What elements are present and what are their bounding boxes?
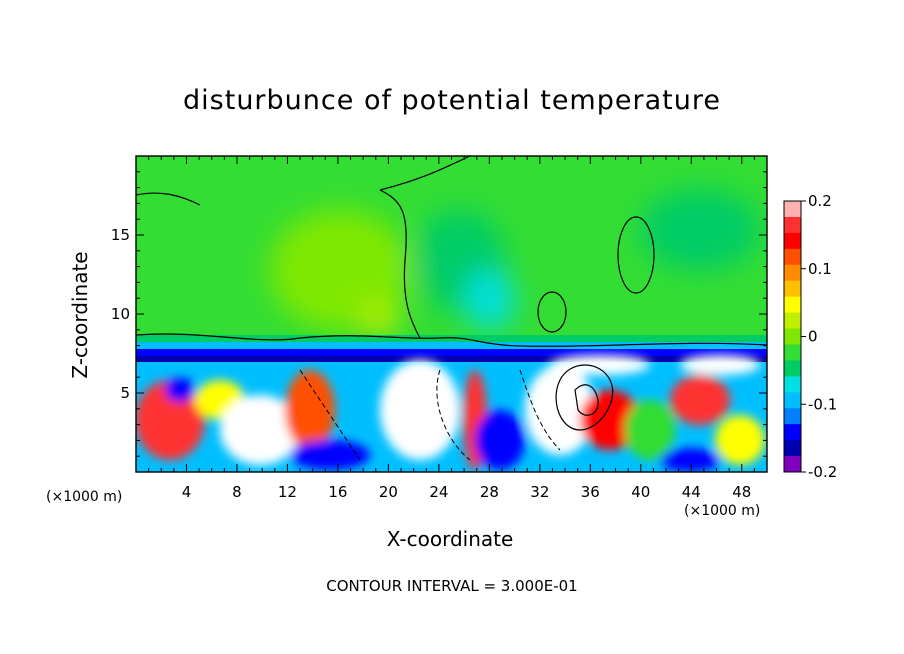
- x-tick-label: 16: [328, 483, 347, 501]
- colorbar-swatch: [784, 440, 801, 457]
- contour-lines-negative: [299, 369, 561, 461]
- x-tick-label: 44: [682, 483, 701, 501]
- colorbar-swatch: [784, 408, 801, 425]
- x-tick-label: 32: [530, 483, 549, 501]
- y-tick-label: 10: [111, 305, 130, 323]
- colorbar: 0.2 0.1 0 -0.1 -0.2: [783, 192, 837, 481]
- x-tick-label: 24: [429, 483, 448, 501]
- colorbar-swatch: [784, 392, 801, 409]
- x-tick-label: 8: [232, 483, 242, 501]
- x-axis-label: X-coordinate: [386, 527, 514, 551]
- colorbar-swatch: [784, 296, 801, 314]
- contour-interval-note: CONTOUR INTERVAL = 3.000E-01: [326, 577, 578, 595]
- y-tick-label: 5: [120, 384, 130, 402]
- colorbar-swatch: [784, 344, 801, 361]
- x-unit-label-left: (×1000 m): [46, 489, 123, 505]
- contour-lines: [136, 156, 767, 431]
- colorbar-tick-label: 0.2: [808, 192, 832, 210]
- x-tick-label: 28: [480, 483, 499, 501]
- colorbar-swatch: [784, 424, 801, 441]
- x-tick-label: 12: [278, 483, 297, 501]
- colorbar-swatch: [784, 328, 801, 345]
- x-axis: 4 8 12 16 20 24 28 32 36 40 44 48: [135, 156, 768, 501]
- colorbar-swatch: [784, 216, 801, 234]
- x-tick-label: 36: [581, 483, 600, 501]
- colorbar-swatch: [784, 312, 801, 330]
- x-tick-label: 40: [631, 483, 650, 501]
- colorbar-swatch: [784, 201, 801, 218]
- colorbar-tick-label: 0.1: [808, 260, 832, 278]
- colorbar-tick-label: -0.2: [808, 463, 837, 481]
- y-tick-label: 15: [111, 226, 130, 244]
- x-unit-label-right: (×1000 m): [684, 503, 761, 519]
- colorbar-tick-label: -0.1: [808, 395, 837, 413]
- x-tick-label: 48: [732, 483, 751, 501]
- x-tick-label: 20: [379, 483, 398, 501]
- colorbar-swatch: [784, 232, 801, 250]
- colorbar-swatch: [784, 248, 801, 266]
- colorbar-swatch: [784, 280, 801, 298]
- colorbar-swatch: [784, 264, 801, 282]
- x-tick-label: 4: [182, 483, 192, 501]
- colorbar-swatch: [784, 360, 801, 377]
- colorbar-swatch: [784, 376, 801, 393]
- chart-title: disturbunce of potential temperature: [183, 85, 721, 116]
- colorbar-swatch: [784, 456, 801, 473]
- colorbar-tick-label: 0: [808, 328, 818, 346]
- y-axis: 5 10 15: [111, 155, 767, 473]
- field-shading: [136, 156, 767, 472]
